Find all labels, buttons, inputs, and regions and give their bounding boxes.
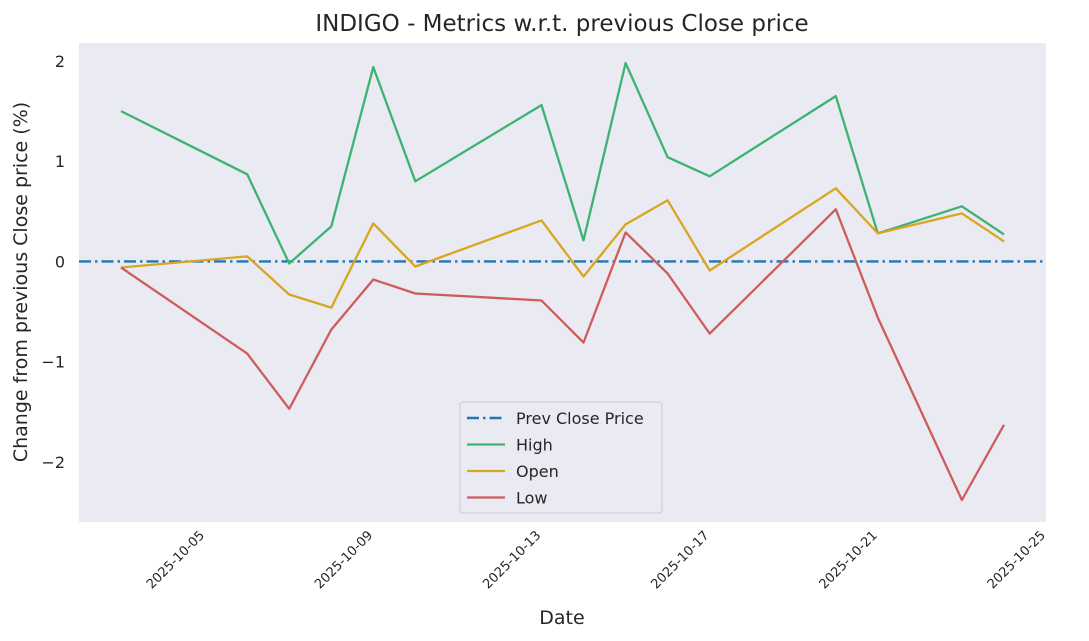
x-tick-label: 2025-10-17 [648,528,712,592]
legend-label: Prev Close Price [516,409,644,428]
x-tick-label: 2025-10-05 [144,528,208,592]
legend-label: High [516,436,553,455]
y-axis-label: Change from previous Close price (%) [10,102,32,462]
series-line-high [120,61,1005,265]
y-tick-label: 2 [55,52,65,71]
x-tick-label: 2025-10-21 [817,528,881,592]
legend-label: Low [516,489,548,508]
y-tick-label: −2 [41,453,65,472]
legend: Prev Close Price High Open Low [459,401,663,514]
series-line-open [120,187,1005,309]
legend-box [459,401,663,514]
y-axis-ticks: 2 1 0 −1 −2 [41,52,65,472]
series-layer [79,61,1046,502]
chart-title: INDIGO - Metrics w.r.t. previous Close p… [315,11,808,37]
series-line-low [120,208,1006,502]
x-axis-ticks: 2025-10-05 2025-10-09 2025-10-13 2025-10-17… [144,528,1049,592]
legend-label: Open [516,462,559,481]
x-axis-label: Date [539,607,584,629]
y-tick-label: 0 [55,252,65,271]
x-tick-label: 2025-10-13 [480,528,544,592]
y-tick-label: −1 [41,353,65,372]
y-tick-label: 1 [55,152,65,171]
x-tick-label: 2025-10-09 [312,528,376,592]
x-tick-label: 2025-10-25 [985,528,1049,592]
